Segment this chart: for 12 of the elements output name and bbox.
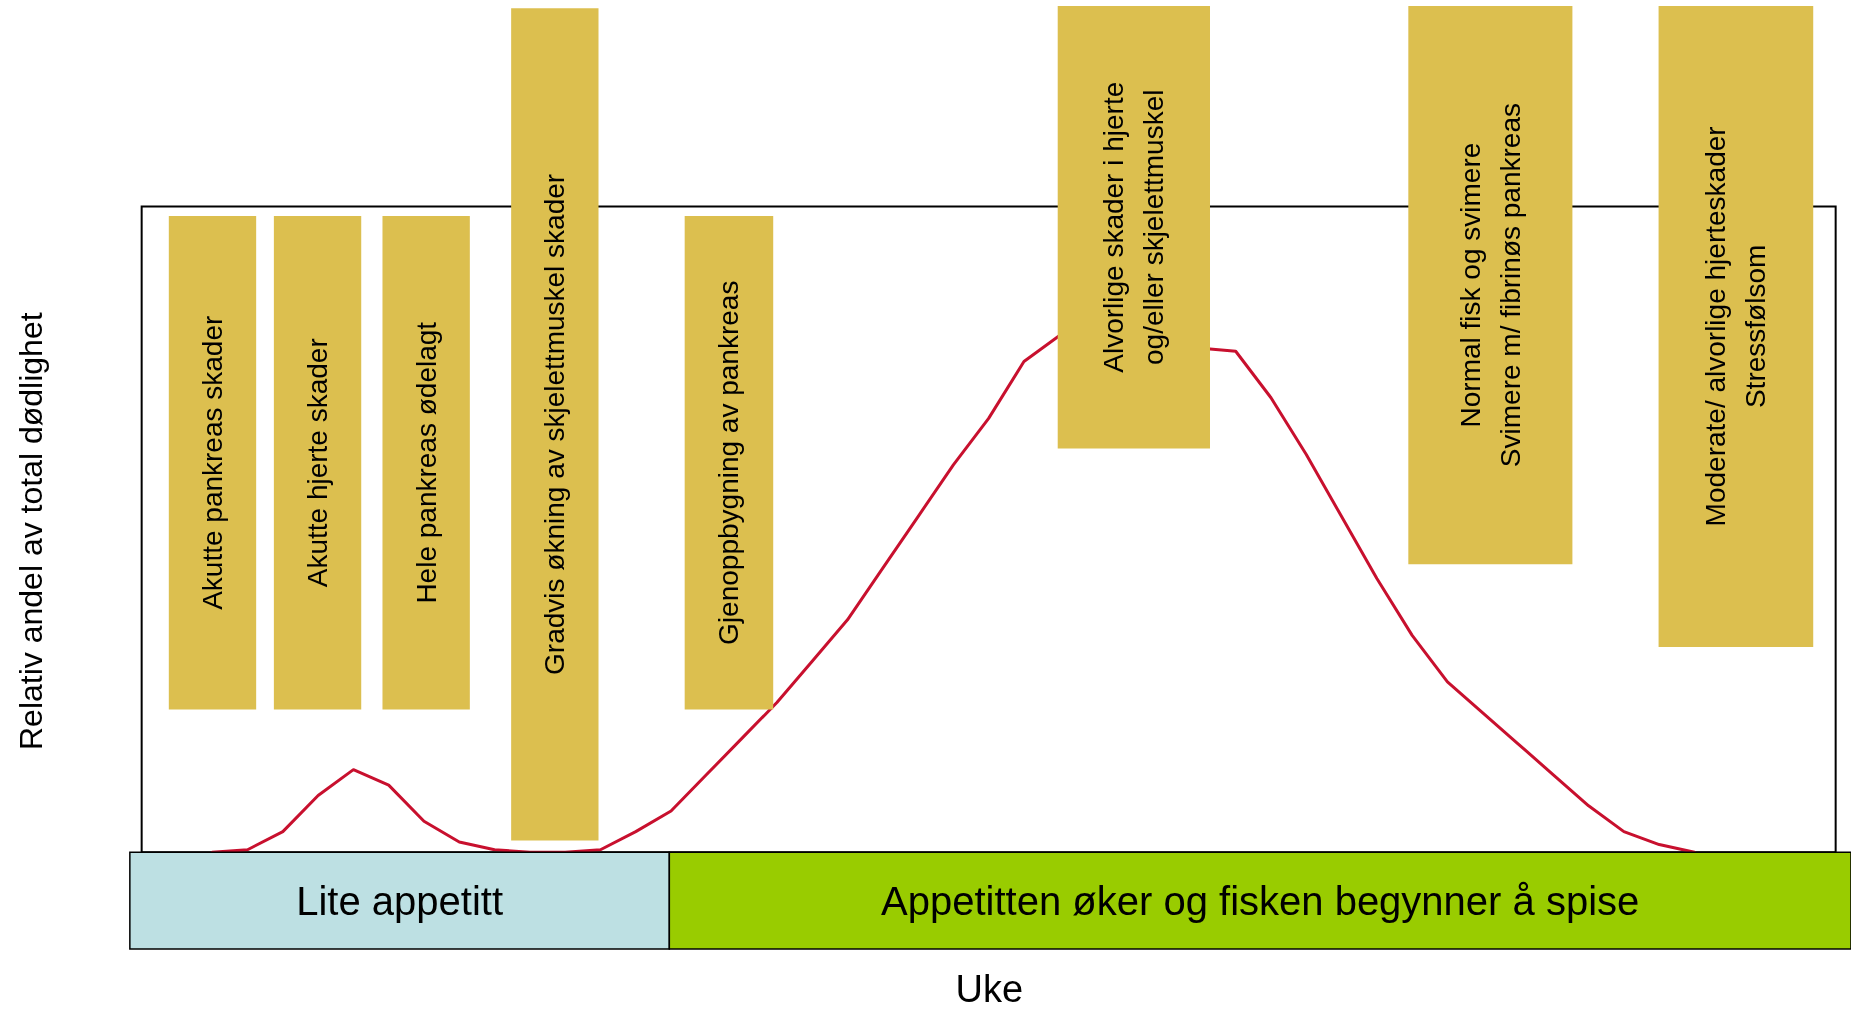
annotation: Gradvis økning av skjelettmuskel skader [539, 173, 571, 675]
x-axis-title: Uke [955, 968, 1024, 1011]
annotation: Akutte pankreas skader [196, 315, 228, 610]
annotation: Hele pankreas ødelagt [410, 321, 442, 604]
annotation: Akutte hjerte skader [302, 338, 334, 588]
annotation: Gjenoppbygning av pankreas [713, 280, 745, 645]
annotation: Normal fisk og svimere Svimere m/ fibrinøs pankreas [1454, 103, 1526, 468]
annotation: Alvorlige skader i hjerte og/eller skjelettmuskel [1098, 81, 1170, 373]
annotation: Moderate/ alvorlige hjerteskader Stressfølsom [1700, 126, 1772, 527]
y-axis-title: Relativ andel av total dødlighet [12, 312, 49, 751]
text: Appetitten øker og fisken begynner å spise [881, 878, 1640, 923]
text: Lite appetitt [296, 878, 504, 923]
